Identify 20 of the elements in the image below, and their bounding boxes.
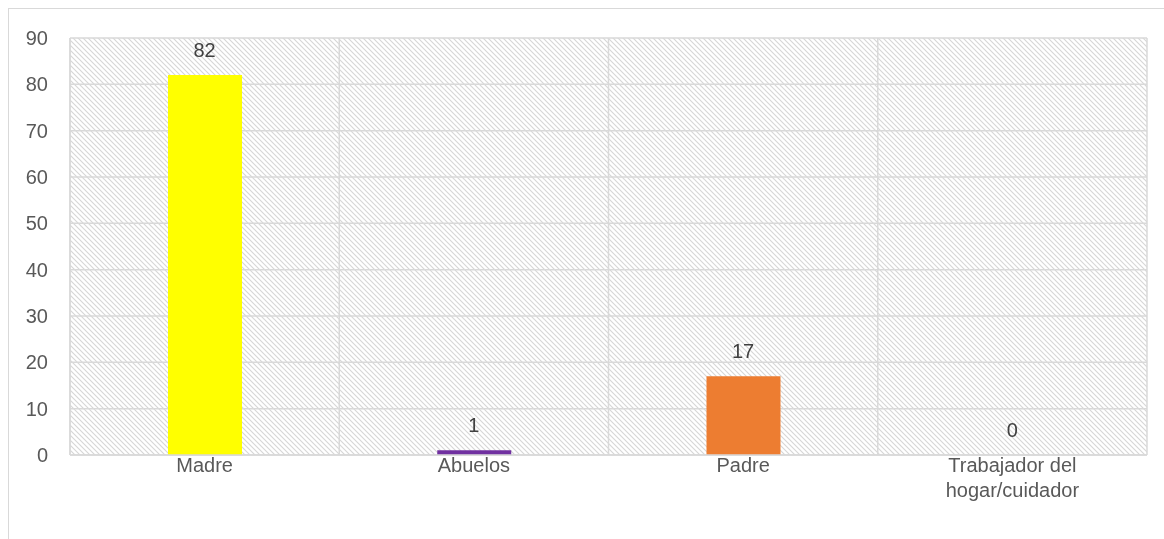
data-label: 17 [732, 340, 755, 363]
y-tick-label: 20 [25, 351, 48, 374]
data-label: 1 [468, 414, 480, 437]
bar [168, 75, 242, 455]
y-tick-label: 60 [25, 166, 48, 189]
x-tick-label: Madre [176, 454, 233, 477]
y-tick-label: 90 [25, 27, 48, 50]
y-tick-label: 40 [25, 258, 48, 281]
x-tick-label: Abuelos [437, 454, 511, 477]
y-tick-label: 80 [25, 73, 48, 96]
x-tick-label: Padre [716, 454, 770, 477]
data-label: 82 [193, 39, 216, 62]
y-tick-label: 30 [25, 305, 48, 328]
y-tick-label: 70 [25, 119, 48, 142]
x-tick-label: Trabajador del hogar/cuidador [945, 454, 1080, 502]
y-tick-label: 10 [25, 397, 48, 420]
data-label: 0 [1006, 419, 1018, 441]
bar [706, 376, 781, 455]
y-tick-label: 0 [36, 444, 48, 467]
y-tick-label: 50 [25, 212, 48, 235]
